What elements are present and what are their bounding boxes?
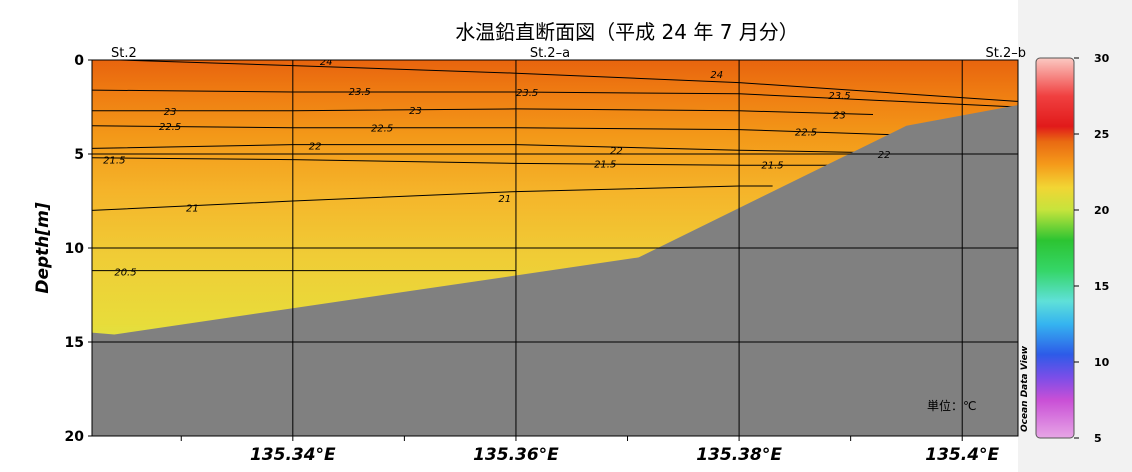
isotherm-label: 21.5 xyxy=(103,156,125,167)
x-axis: 135.34°E 135.36°E 135.38°E 135.4°E xyxy=(180,436,1000,465)
unit-label: 単位：℃ xyxy=(927,398,976,413)
isotherm-label: 23 xyxy=(164,107,177,118)
colorbar-tick-label: 20 xyxy=(1094,204,1110,217)
seafloor-polygon xyxy=(92,105,1018,436)
station-label: St.2 xyxy=(111,46,137,61)
isotherm-label: 22.5 xyxy=(159,122,181,133)
isotherm-label: 23.5 xyxy=(828,91,850,102)
isotherm-label: 22 xyxy=(610,146,623,157)
isotherm-label: 23.5 xyxy=(349,87,371,98)
isotherm-label: 24 xyxy=(320,57,333,68)
x-tick-label: 135.34°E xyxy=(250,445,336,465)
y-tick-label: 15 xyxy=(65,335,84,351)
station-label: St.2–b xyxy=(985,46,1026,61)
isotherm-label: 23 xyxy=(833,111,846,122)
odv-watermark: Ocean Data View xyxy=(1020,345,1030,432)
isotherm-label: 23 xyxy=(409,106,422,117)
station-label: St.2–a xyxy=(530,46,570,61)
isotherm-label: 20.5 xyxy=(114,268,136,279)
colorbar-tick-label: 10 xyxy=(1094,356,1110,369)
colorbar-tick-label: 30 xyxy=(1094,52,1110,65)
isotherm-label: 22 xyxy=(878,150,891,161)
isotherm-label: 21.5 xyxy=(594,159,616,170)
colorbar-tick-label: 5 xyxy=(1094,432,1102,445)
isotherm-label: 21 xyxy=(498,194,511,205)
colorbar xyxy=(1035,57,1075,439)
isotherm-label: 22.5 xyxy=(795,127,817,138)
colorbar-ticks: 5 10 15 20 25 30 xyxy=(1074,52,1110,445)
isotherm-label: 24 xyxy=(710,70,723,81)
gridlines xyxy=(92,60,1018,436)
y-tick-label: 20 xyxy=(65,429,85,445)
isotherm-label: 22.5 xyxy=(371,124,393,135)
y-tick-label: 10 xyxy=(65,241,85,257)
y-axis-label: Depth[m] xyxy=(33,202,53,294)
isotherm-label: 22 xyxy=(309,142,322,153)
x-tick-label: 135.4°E xyxy=(925,445,999,465)
isotherm-label: 21.5 xyxy=(761,160,783,171)
station-labels: St.2 St.2–a St.2–b xyxy=(111,46,1026,61)
x-tick-label: 135.38°E xyxy=(696,445,782,465)
x-tick-label: 135.36°E xyxy=(473,445,559,465)
y-tick-label: 5 xyxy=(74,147,84,163)
isotherm-label: 21 xyxy=(186,204,199,215)
colorbar-tick-label: 25 xyxy=(1094,128,1109,141)
colorbar-tick-label: 15 xyxy=(1094,280,1109,293)
y-axis: 0 5 10 15 20 xyxy=(65,53,92,445)
y-tick-label: 0 xyxy=(74,53,84,69)
isotherm-labels: 24 24 23.5 23.5 23.5 23 23 23 22.5 22.5 22.5 22 22 22… xyxy=(103,57,891,279)
isotherm-label: 23.5 xyxy=(516,88,538,99)
chart-title: 水温鉛直断面図（平成 24 年 7 月分） xyxy=(455,20,799,44)
